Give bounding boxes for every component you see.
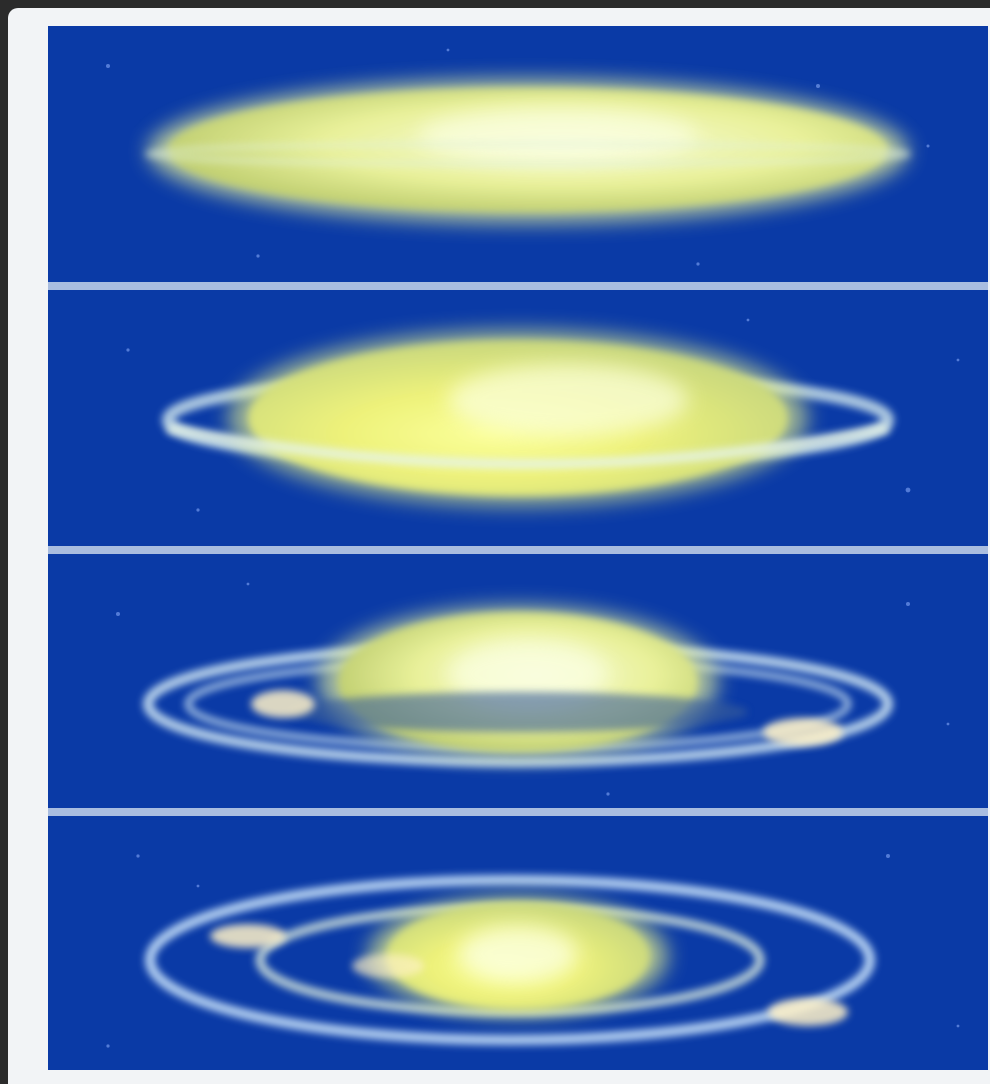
- stars: [126, 318, 960, 512]
- stars: [116, 582, 950, 796]
- phase-1-illustration: [48, 26, 988, 282]
- phase-3-illustration: [48, 554, 988, 808]
- ring-highlight-left: [210, 924, 286, 948]
- phase-panel-3: [48, 554, 988, 808]
- planet-highlight: [448, 640, 608, 708]
- planet-highlight: [448, 364, 688, 436]
- ring-highlight-right: [763, 718, 843, 746]
- ring-outer: [145, 875, 875, 1045]
- ring-front: [167, 423, 889, 469]
- ring-highlight-right: [768, 998, 848, 1026]
- ring-highlight-mid: [352, 954, 424, 978]
- phase-panel-2: [48, 290, 988, 546]
- stars: [106, 48, 930, 266]
- ring-shadow: [288, 692, 748, 732]
- phase-4-illustration: [48, 816, 988, 1070]
- ring-highlight-left: [251, 690, 315, 718]
- image-frame: [8, 8, 990, 1084]
- planet-highlight: [418, 108, 698, 164]
- ring-edge: [145, 141, 911, 167]
- phase-2-illustration: [48, 290, 988, 546]
- stars: [106, 854, 960, 1048]
- saturn-ring-phases-figure: [48, 26, 988, 1070]
- planet-highlight: [458, 926, 578, 982]
- phase-panel-4: [48, 816, 988, 1070]
- phase-panel-1: [48, 26, 988, 282]
